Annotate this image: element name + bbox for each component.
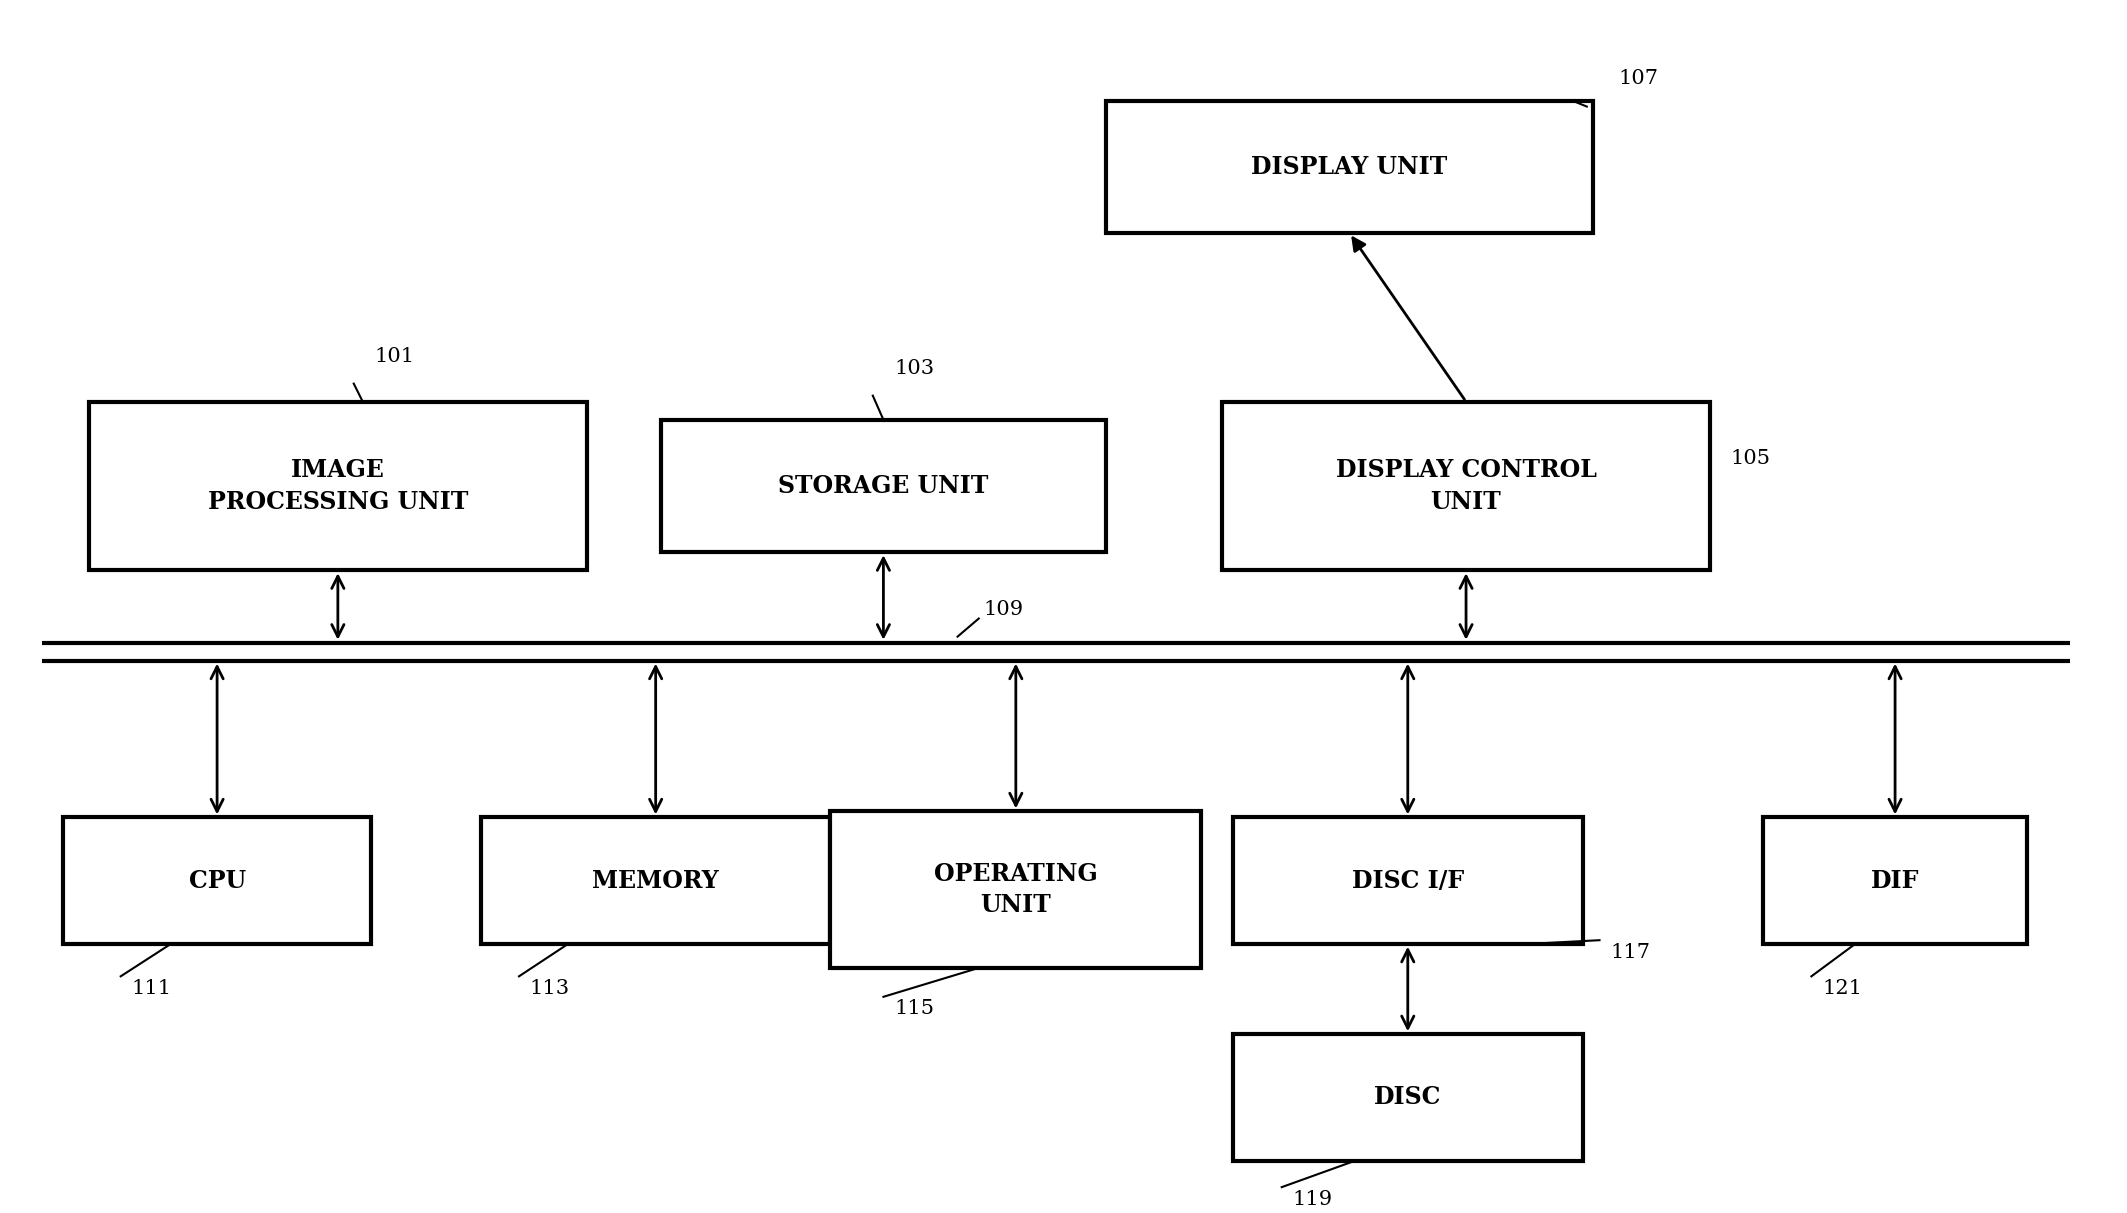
Text: STORAGE UNIT: STORAGE UNIT	[778, 474, 989, 499]
Text: 107: 107	[1619, 69, 1659, 89]
Text: 101: 101	[374, 347, 415, 365]
Text: 121: 121	[1823, 979, 1861, 998]
Bar	[1763, 818, 2027, 944]
Bar	[1223, 402, 1710, 570]
Text: DISC: DISC	[1374, 1086, 1442, 1110]
Text: DISPLAY CONTROL
UNIT: DISPLAY CONTROL UNIT	[1336, 459, 1597, 514]
Text: 117: 117	[1610, 943, 1651, 962]
Bar	[830, 811, 1202, 968]
Text: IMAGE
PROCESSING UNIT: IMAGE PROCESSING UNIT	[208, 459, 468, 514]
Text: 119: 119	[1293, 1190, 1332, 1209]
Bar	[1234, 818, 1582, 944]
Text: 103: 103	[893, 359, 934, 377]
Bar	[89, 402, 587, 570]
Text: MEMORY: MEMORY	[591, 869, 719, 893]
Bar	[481, 818, 830, 944]
Bar	[1106, 101, 1593, 233]
Text: OPERATING
UNIT: OPERATING UNIT	[934, 861, 1098, 917]
Text: 111: 111	[132, 979, 172, 998]
Text: DISC I/F: DISC I/F	[1351, 869, 1463, 893]
Text: 105: 105	[1731, 449, 1772, 468]
Text: DIF: DIF	[1872, 869, 1919, 893]
Text: DISPLAY UNIT: DISPLAY UNIT	[1251, 155, 1448, 178]
Bar	[1234, 1035, 1582, 1161]
Text: 109: 109	[983, 599, 1023, 619]
Text: CPU: CPU	[189, 869, 245, 893]
Text: 113: 113	[530, 979, 570, 998]
Bar	[661, 420, 1106, 552]
Text: 115: 115	[893, 1000, 934, 1019]
Bar	[64, 818, 370, 944]
